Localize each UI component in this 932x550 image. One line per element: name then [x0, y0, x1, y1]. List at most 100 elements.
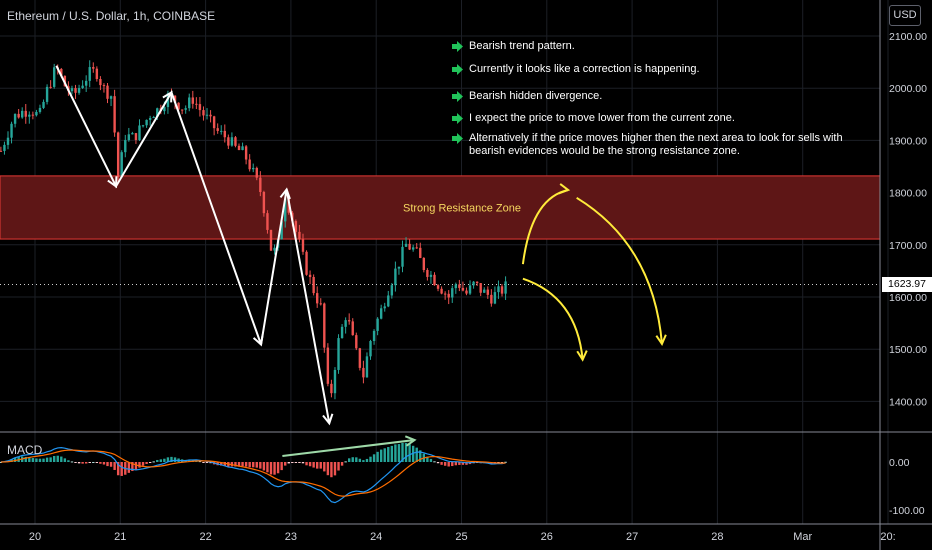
macd-histogram-bar — [248, 462, 251, 468]
arrow-right-icon — [452, 133, 463, 144]
macd-histogram-bar — [152, 461, 155, 463]
macd-histogram-bar — [337, 462, 340, 471]
candle-body — [500, 286, 504, 294]
candle-body — [180, 109, 184, 111]
macd-histogram-bar — [447, 462, 450, 467]
macd-histogram-bar — [323, 462, 326, 472]
macd-histogram-bar — [198, 461, 202, 463]
candle-body — [365, 356, 369, 378]
macd-histogram-bar — [301, 462, 305, 464]
symbol-title[interactable]: Ethereum / U.S. Dollar, 1h, COINBASE — [7, 9, 216, 23]
macd-histogram-bar — [148, 462, 152, 463]
candle-body — [138, 125, 141, 140]
macd-histogram-bar — [426, 456, 429, 462]
candle-body — [347, 320, 351, 322]
macd-histogram-bar — [280, 462, 283, 471]
candle-body — [301, 239, 305, 252]
candle-body — [31, 114, 35, 116]
price-tick-label: 1700.00 — [889, 240, 927, 252]
macd-histogram-bar — [38, 458, 42, 462]
macd-histogram-bar — [70, 461, 74, 463]
macd-histogram-bar — [159, 459, 163, 462]
macd-histogram-bar — [376, 451, 379, 462]
macd-histogram-bar — [120, 462, 123, 476]
candle-body — [472, 281, 475, 286]
macd-histogram-bar — [451, 462, 454, 467]
candle-body — [17, 113, 20, 118]
macd-histogram-bar — [252, 462, 255, 468]
candle-body — [134, 133, 138, 140]
candle-body — [486, 289, 490, 295]
macd-histogram-bar — [163, 458, 166, 462]
macd-histogram-bar — [294, 462, 298, 463]
candle-body — [479, 283, 482, 293]
macd-histogram-bar — [31, 458, 35, 462]
candle-body — [127, 134, 131, 141]
note-text: Alternatively if the price moves higher … — [469, 132, 843, 157]
candle-body — [490, 294, 493, 304]
candle-body — [419, 247, 422, 258]
time-tick-label: 21 — [114, 531, 126, 543]
projection-down-curve — [576, 196, 663, 345]
macd-histogram-bar — [433, 461, 436, 463]
macd-histogram-bar — [419, 450, 422, 462]
projection-arrows — [521, 183, 667, 362]
candle-body — [333, 369, 337, 394]
candle-body — [397, 266, 401, 269]
candle-body — [88, 67, 91, 81]
candle-body — [273, 247, 276, 251]
macd-histogram-bar — [42, 458, 45, 462]
time-tick-label: 22 — [199, 531, 211, 543]
macd-label[interactable]: MACD — [7, 443, 43, 457]
macd-histogram-bar — [67, 460, 70, 462]
note-item: Bearish trend pattern. — [451, 40, 869, 53]
macd-histogram-bar — [308, 462, 312, 467]
macd-histogram-bar — [113, 462, 116, 470]
candle-body — [60, 68, 63, 76]
candle-body — [454, 284, 458, 289]
candle-body — [468, 285, 472, 294]
macd-histogram-bar — [383, 448, 386, 462]
candle-body — [465, 290, 468, 294]
candle-body — [198, 104, 202, 111]
candle-body — [241, 146, 244, 151]
swing-line — [55, 65, 331, 424]
candle-body — [408, 243, 411, 250]
candle-body — [145, 119, 148, 126]
candle-body — [298, 231, 301, 240]
macd-histogram-bar — [369, 456, 372, 462]
macd-histogram-bar — [234, 462, 237, 467]
candle-body — [284, 198, 287, 222]
macd-histogram-bar — [355, 457, 358, 462]
price-tick-label: 2100.00 — [889, 31, 927, 43]
macd-histogram-bar — [77, 462, 81, 464]
macd-histogram-bar — [347, 458, 351, 462]
candle-body — [244, 146, 248, 160]
macd-histogram-bar — [465, 462, 468, 465]
macd-histogram-bar — [131, 462, 134, 472]
candle-body — [379, 308, 383, 319]
macd-histogram-bar — [74, 462, 77, 463]
macd-histogram-bar — [99, 462, 102, 464]
candle-body — [440, 288, 443, 294]
macd-histogram-bar — [415, 447, 418, 462]
macd-histogram-bar — [362, 460, 365, 462]
macd-histogram-bar — [173, 457, 177, 462]
macd-tick-label: 0.00 — [889, 457, 910, 469]
candle-body — [0, 150, 3, 152]
macd-line — [0, 447, 506, 504]
candle-body — [131, 133, 134, 135]
macd-histogram-bar — [440, 462, 443, 465]
macd-histogram-bar — [24, 456, 27, 462]
macd-histogram-bar — [60, 456, 63, 462]
macd-histogram-bar — [109, 462, 113, 467]
candle-body — [148, 117, 152, 120]
currency-button[interactable]: USD — [889, 5, 921, 26]
candle-body — [344, 320, 347, 327]
price-tick-label: 1600.00 — [889, 292, 927, 304]
candle-body — [262, 191, 266, 214]
candle-body — [141, 125, 145, 127]
macd-histogram-bar — [351, 457, 354, 462]
